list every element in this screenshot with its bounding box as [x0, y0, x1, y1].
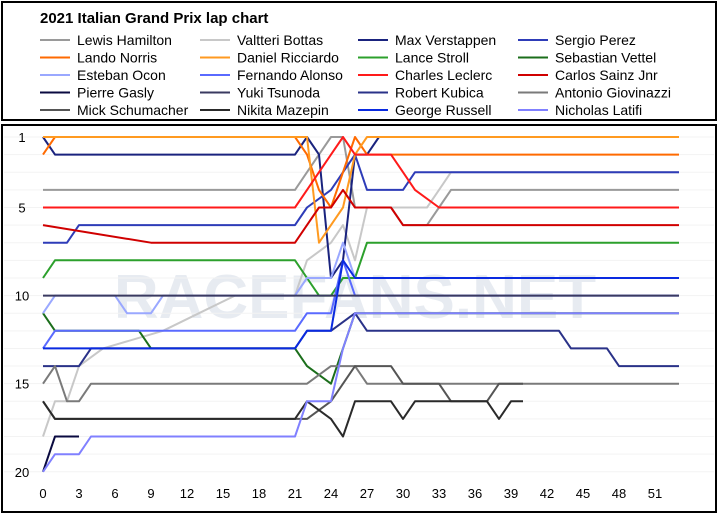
- legend-item-nikita-mazepin: Nikita Mazepin: [200, 102, 329, 118]
- series-line-nicholas-latifi: [42, 312, 679, 473]
- x-tick-label: 9: [147, 486, 154, 501]
- series-line-pierre-gasly: [42, 435, 79, 473]
- x-tick-label: 36: [468, 486, 482, 501]
- legend-label: Sebastian Vettel: [555, 50, 656, 66]
- x-tick-label: 33: [432, 486, 446, 501]
- legend-label: Esteban Ocon: [77, 67, 166, 83]
- series-line-fernando-alonso: [42, 259, 679, 349]
- x-tick-label: 30: [396, 486, 410, 501]
- legend-item-fernando-alonso: Fernando Alonso: [200, 67, 343, 83]
- legend-item-daniel-ricciardo: Daniel Ricciardo: [200, 50, 339, 66]
- legend-label: Fernando Alonso: [237, 67, 343, 83]
- legend-item-nicholas-latifi: Nicholas Latifi: [518, 102, 642, 118]
- y-tick-label: 15: [15, 377, 29, 392]
- x-tick-label: 27: [360, 486, 374, 501]
- x-tick-label: 39: [504, 486, 518, 501]
- legend-label: Lewis Hamilton: [77, 32, 172, 48]
- x-tick-label: 0: [39, 486, 46, 501]
- legend-item-yuki-tsunoda: Yuki Tsunoda: [200, 85, 320, 101]
- x-tick-label: 51: [648, 486, 662, 501]
- legend-label: Robert Kubica: [395, 85, 484, 101]
- legend-item-valtteri-bottas: Valtteri Bottas: [200, 32, 323, 48]
- x-tick-label: 24: [324, 486, 338, 501]
- series-line-lewis-hamilton: [43, 136, 679, 227]
- legend-item-esteban-ocon: Esteban Ocon: [40, 67, 166, 83]
- x-tick-label: 21: [288, 486, 302, 501]
- legend-item-charles-leclerc: Charles Leclerc: [358, 67, 492, 83]
- y-tick-label: 5: [18, 200, 25, 215]
- legend-label: George Russell: [395, 102, 492, 118]
- series-line-nikita-mazepin: [42, 400, 523, 438]
- x-tick-label: 3: [75, 486, 82, 501]
- legend: [1, 1, 717, 121]
- legend-label: Lando Norris: [77, 50, 157, 66]
- y-tick-label: 20: [15, 465, 29, 480]
- legend-label: Carlos Sainz Jnr: [555, 67, 658, 83]
- legend-item-mick-schumacher: Mick Schumacher: [40, 102, 189, 118]
- legend-label: Daniel Ricciardo: [237, 50, 339, 66]
- legend-label: Yuki Tsunoda: [237, 85, 320, 101]
- series-line-daniel-ricciardo: [43, 136, 679, 244]
- y-tick-label: 1: [18, 130, 25, 145]
- legend-item-sergio-perez: Sergio Perez: [518, 32, 636, 48]
- watermark: RACEFANS.NET: [114, 263, 596, 332]
- series-line-george-russell: [43, 259, 679, 350]
- series-line-carlos-sainz-jnr: [42, 188, 679, 244]
- legend-label: Max Verstappen: [395, 32, 496, 48]
- legend-label: Pierre Gasly: [77, 85, 154, 101]
- x-tick-label: 45: [576, 486, 590, 501]
- series-line-mick-schumacher: [42, 365, 523, 420]
- legend-label: Charles Leclerc: [395, 67, 492, 83]
- series-line-charles-leclerc: [43, 136, 679, 209]
- x-tick-label: 12: [180, 486, 194, 501]
- legend-item-sebastian-vettel: Sebastian Vettel: [518, 50, 656, 66]
- legend-label: Antonio Giovinazzi: [555, 85, 671, 101]
- x-tick-label: 6: [111, 486, 118, 501]
- x-tick-label: 42: [540, 486, 554, 501]
- legend-item-lando-norris: Lando Norris: [40, 50, 157, 66]
- legend-item-lance-stroll: Lance Stroll: [358, 50, 469, 66]
- series-line-robert-kubica: [43, 312, 679, 368]
- legend-label: Nicholas Latifi: [555, 102, 642, 118]
- legend-item-pierre-gasly: Pierre Gasly: [40, 85, 154, 101]
- x-tick-label: 15: [216, 486, 230, 501]
- series-line-sergio-perez: [43, 153, 679, 244]
- legend-item-robert-kubica: Robert Kubica: [358, 85, 484, 101]
- x-tick-label: 48: [612, 486, 626, 501]
- series-line-valtteri-bottas: [42, 171, 679, 437]
- legend-item-george-russell: George Russell: [358, 102, 492, 118]
- legend-label: Mick Schumacher: [77, 102, 189, 118]
- legend-item-antonio-giovinazzi: Antonio Giovinazzi: [518, 85, 671, 101]
- legend-item-max-verstappen: Max Verstappen: [358, 32, 496, 48]
- legend-label: Nikita Mazepin: [237, 102, 329, 118]
- legend-item-lewis-hamilton: Lewis Hamilton: [40, 32, 172, 48]
- x-tick-label: 18: [252, 486, 266, 501]
- legend-label: Valtteri Bottas: [237, 32, 323, 48]
- chart-title: 2021 Italian Grand Prix lap chart: [40, 10, 269, 27]
- y-tick-label: 10: [15, 289, 29, 304]
- series-line-antonio-giovinazzi: [42, 365, 679, 403]
- legend-label: Lance Stroll: [395, 50, 469, 66]
- legend-item-carlos-sainz-jnr: Carlos Sainz Jnr: [518, 67, 658, 83]
- legend-label: Sergio Perez: [555, 32, 636, 48]
